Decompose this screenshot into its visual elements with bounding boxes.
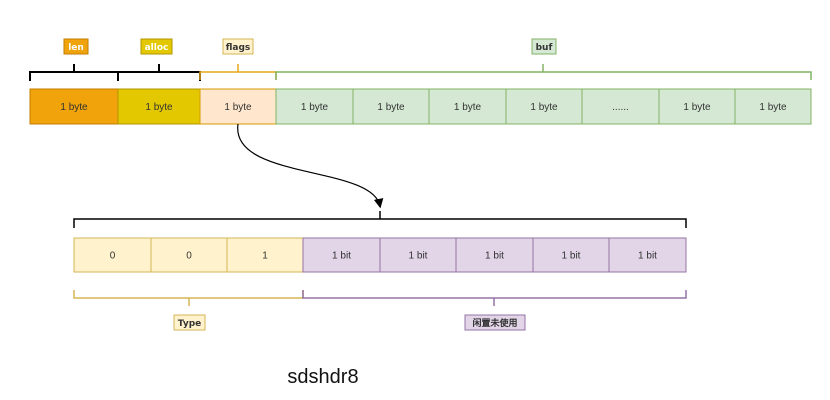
unused-bit-7-box: [608, 237, 687, 273]
buf-cell-7: 1 byte: [734, 88, 812, 125]
buf-cell-2-box: [352, 88, 430, 125]
type-tag: Type: [173, 314, 206, 331]
type-bit-0-label: 0: [110, 251, 116, 262]
unused-bit-4-label: 1 bit: [409, 251, 428, 262]
buf-cell-7-label: 1 byte: [759, 102, 787, 113]
buf-bracket: [275, 64, 812, 80]
type-bit-2: 1: [226, 237, 304, 273]
alloc-cell: 1 byte: [117, 88, 201, 125]
buf-cell-3-label: 1 byte: [454, 102, 482, 113]
type-bit-0-box: [73, 237, 152, 273]
unused-tag: 闲置未使用: [464, 314, 526, 331]
unused-bit-4-box: [379, 237, 457, 273]
flags-cell: 1 byte: [199, 88, 277, 125]
buf-cell-5-box: [581, 88, 660, 125]
len-cell-box: [29, 88, 119, 125]
flags-label: flags: [226, 43, 251, 53]
unused-label: 闲置未使用: [472, 317, 517, 329]
flags-bits-bracket: [73, 211, 687, 228]
alloc-bracket: [118, 64, 201, 81]
flags-bracket: [199, 64, 277, 80]
len-tag: len: [63, 38, 89, 55]
buf-cell-3: 1 byte: [428, 88, 507, 125]
buf-cell-6-box: [658, 88, 736, 125]
unused-bit-6-label: 1 bit: [562, 251, 581, 262]
buf-cell-4-label: 1 byte: [530, 102, 558, 113]
len-cell-label: 1 byte: [60, 102, 88, 113]
flags-cell-label: 1 byte: [224, 102, 252, 113]
buf-label: buf: [536, 43, 553, 53]
flags-expand-arrow: [237, 123, 384, 209]
buf-cell-2: 1 byte: [352, 88, 430, 125]
buf-cell-1-label: 1 byte: [301, 102, 329, 113]
alloc-cell-label: 1 byte: [145, 102, 173, 113]
unused-bit-5-label: 1 bit: [485, 251, 504, 262]
buf-cell-6-label: 1 byte: [683, 102, 711, 113]
buf-cell-5: ......: [581, 88, 660, 125]
alloc-cell-box: [117, 88, 201, 125]
alloc-tag: alloc: [140, 38, 173, 55]
type-bit-1-label: 0: [186, 251, 192, 262]
len-cell: 1 byte: [29, 88, 119, 125]
unused-bracket: [302, 290, 687, 306]
type-bit-0: 0: [73, 237, 152, 273]
byte-row: 1 byte 1 byte 1 byte 1 byte 1 byte 1 byte 1 by…: [29, 88, 812, 125]
len-bracket: [29, 64, 119, 81]
buf-cell-4-box: [505, 88, 583, 125]
buf-cell-1: 1 byte: [275, 88, 354, 125]
buf-cell-4: 1 byte: [505, 88, 583, 125]
type-bracket: [73, 290, 304, 306]
diagram-caption: sdshdr8: [287, 366, 358, 388]
flags-tag: flags: [222, 38, 254, 55]
unused-bit-5-box: [455, 237, 534, 273]
unused-bit-6-box: [532, 237, 610, 273]
alloc-label: alloc: [145, 43, 169, 53]
buf-cell-7-box: [734, 88, 812, 125]
buf-cell-3-box: [428, 88, 507, 125]
flag-bit-row: 0 0 1 1 bit 1 bit 1 bit 1 bit 1 bit: [73, 237, 687, 273]
type-bit-2-label: 1: [262, 251, 268, 262]
unused-bit-5: 1 bit: [455, 237, 534, 273]
unused-bit-3-label: 1 bit: [332, 251, 351, 262]
type-label: Type: [178, 319, 201, 329]
unused-bit-7: 1 bit: [608, 237, 687, 273]
unused-bit-6: 1 bit: [532, 237, 610, 273]
unused-bit-4: 1 bit: [379, 237, 457, 273]
unused-bit-7-label: 1 bit: [638, 251, 657, 262]
buf-cell-5-label: ......: [612, 102, 629, 113]
buf-tag: buf: [531, 38, 557, 55]
buf-cell-6: 1 byte: [658, 88, 736, 125]
buf-cell-2-label: 1 byte: [377, 102, 405, 113]
type-bit-1: 0: [150, 237, 228, 273]
unused-bit-3: 1 bit: [302, 237, 381, 273]
len-label: len: [68, 43, 84, 53]
